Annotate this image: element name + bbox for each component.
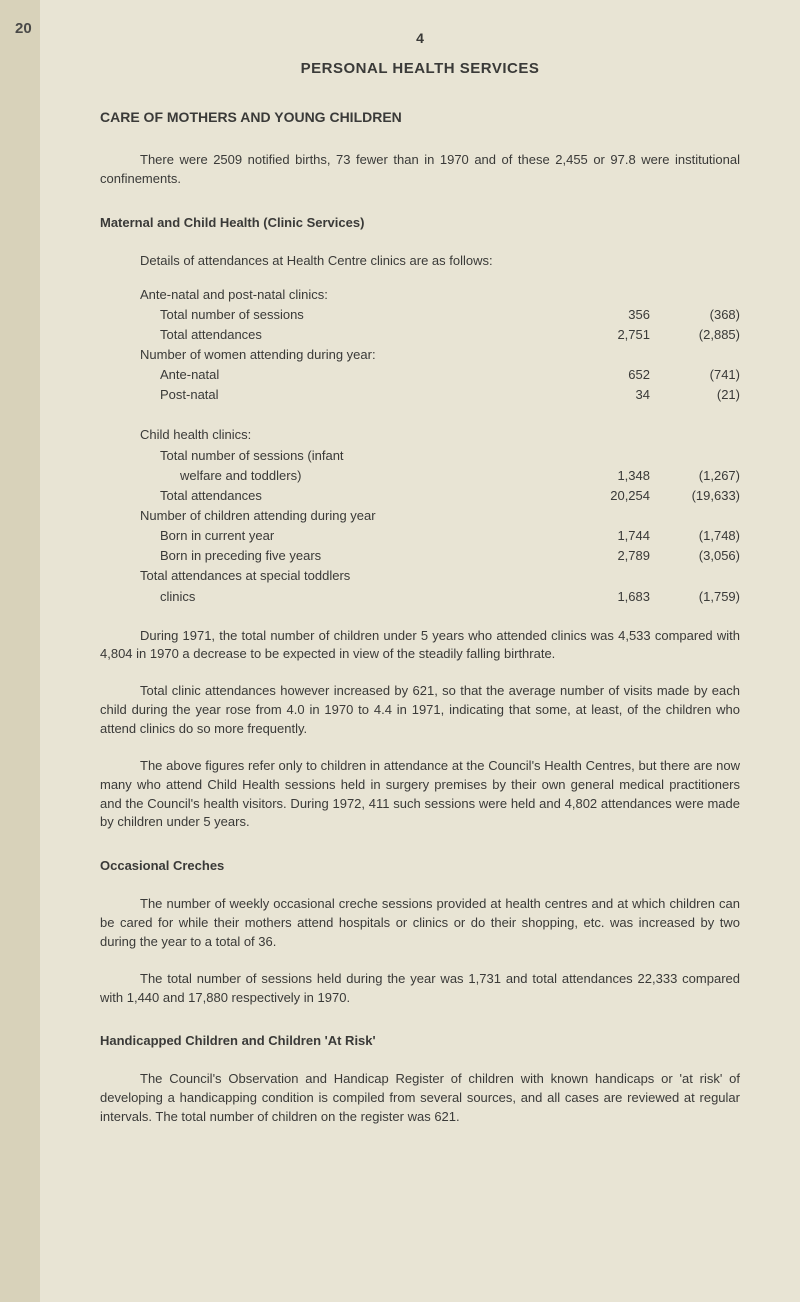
stats-value <box>570 506 650 526</box>
stats-value <box>570 425 650 445</box>
stats-value-paren <box>650 506 740 526</box>
stats-row: Total attendances2,751(2,885) <box>140 325 740 345</box>
stats-value: 20,254 <box>570 486 650 506</box>
stats-row: clinics1,683(1,759) <box>140 587 740 607</box>
stats-row: Total number of sessions (infant <box>140 446 740 466</box>
handicapped-heading: Handicapped Children and Children 'At Ri… <box>100 1033 740 1048</box>
stats-row: Ante-natal652(741) <box>140 365 740 385</box>
special-heading: Total attendances at special toddlers <box>140 566 740 586</box>
stats-value-paren <box>650 566 740 586</box>
stats-label: Total attendances at special toddlers <box>140 566 570 586</box>
stats-value-paren <box>650 285 740 305</box>
main-title: PERSONAL HEALTH SERVICES <box>100 60 740 77</box>
stats-value-paren: (1,759) <box>650 587 740 607</box>
stats-value: 652 <box>570 365 650 385</box>
stats-label: Ante-natal <box>140 365 570 385</box>
para-above-figures: The above figures refer only to children… <box>100 757 740 832</box>
stats-block-ante: Ante-natal and post-natal clinics: Total… <box>140 285 740 406</box>
stats-row: Total attendances20,254(19,633) <box>140 486 740 506</box>
para-handicapped: The Council's Observation and Handicap R… <box>100 1070 740 1127</box>
stats-block-child: Child health clinics: Total number of se… <box>140 425 740 606</box>
para-during: During 1971, the total number of childre… <box>100 627 740 665</box>
stats-value-paren: (19,633) <box>650 486 740 506</box>
creches-heading: Occasional Creches <box>100 858 740 873</box>
stats-label: welfare and toddlers) <box>140 466 570 486</box>
stats-value <box>570 285 650 305</box>
stats-value-paren: (1,267) <box>650 466 740 486</box>
stats-value: 1,683 <box>570 587 650 607</box>
page-number: 20 <box>15 20 32 37</box>
stats-value-paren: (3,056) <box>650 546 740 566</box>
women-heading: Number of women attending during year: <box>140 345 740 365</box>
stats-value-paren <box>650 345 740 365</box>
stats-label: Ante-natal and post-natal clinics: <box>140 285 570 305</box>
para-creches2: The total number of sessions held during… <box>100 970 740 1008</box>
stats-value: 2,789 <box>570 546 650 566</box>
stats-label: Number of women attending during year: <box>140 345 570 365</box>
para-creches1: The number of weekly occasional creche s… <box>100 895 740 952</box>
stats-value-paren: (368) <box>650 305 740 325</box>
child-heading: Child health clinics: <box>140 425 740 445</box>
maternal-heading: Maternal and Child Health (Clinic Servic… <box>100 215 740 230</box>
stats-label: Total number of sessions (infant <box>140 446 570 466</box>
stats-value <box>570 446 650 466</box>
stats-value: 356 <box>570 305 650 325</box>
stats-row: Born in preceding five years2,789(3,056) <box>140 546 740 566</box>
stats-value: 2,751 <box>570 325 650 345</box>
children-attending-heading: Number of children attending during year <box>140 506 740 526</box>
stats-label: Born in current year <box>140 526 570 546</box>
stats-label: Number of children attending during year <box>140 506 570 526</box>
stats-value <box>570 566 650 586</box>
stats-label: Post-natal <box>140 385 570 405</box>
chapter-number: 4 <box>100 30 740 46</box>
stats-value-paren: (1,748) <box>650 526 740 546</box>
stats-row: welfare and toddlers)1,348(1,267) <box>140 466 740 486</box>
stats-value-paren <box>650 446 740 466</box>
stats-label: Total attendances <box>140 486 570 506</box>
stats-value: 34 <box>570 385 650 405</box>
stats-value: 1,744 <box>570 526 650 546</box>
stats-label: Total attendances <box>140 325 570 345</box>
para-total-clinic: Total clinic attendances however increas… <box>100 682 740 739</box>
stats-value: 1,348 <box>570 466 650 486</box>
attendances-intro: Details of attendances at Health Centre … <box>100 252 740 271</box>
intro-paragraph: There were 2509 notified births, 73 fewe… <box>100 151 740 189</box>
section-title: CARE OF MOTHERS AND YOUNG CHILDREN <box>100 109 740 125</box>
stats-value-paren: (21) <box>650 385 740 405</box>
stats-label: Child health clinics: <box>140 425 570 445</box>
stats-row: Total number of sessions356(368) <box>140 305 740 325</box>
ante-post-heading: Ante-natal and post-natal clinics: <box>140 285 740 305</box>
stats-value <box>570 345 650 365</box>
stats-row: Born in current year1,744(1,748) <box>140 526 740 546</box>
stats-label: Total number of sessions <box>140 305 570 325</box>
document-page: 20 4 PERSONAL HEALTH SERVICES CARE OF MO… <box>40 0 800 1302</box>
stats-value-paren: (741) <box>650 365 740 385</box>
stats-value-paren: (2,885) <box>650 325 740 345</box>
stats-row: Post-natal34(21) <box>140 385 740 405</box>
stats-value-paren <box>650 425 740 445</box>
stats-label: Born in preceding five years <box>140 546 570 566</box>
stats-label: clinics <box>140 587 570 607</box>
